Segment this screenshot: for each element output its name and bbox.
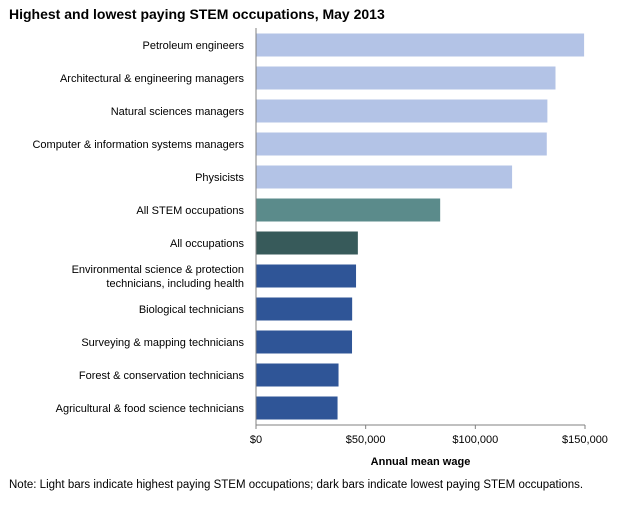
category-label: Natural sciences managers	[111, 106, 245, 118]
category-label: Architectural & engineering managers	[60, 73, 245, 85]
x-tick-label: $0	[250, 434, 262, 446]
category-label: Environmental science & protection techni…	[72, 264, 244, 290]
category-label: Surveying & mapping technicians	[81, 337, 244, 349]
category-label: Forest & conservation technicians	[79, 370, 245, 382]
chart-title: Highest and lowest paying STEM occupatio…	[9, 6, 385, 22]
bar	[256, 264, 357, 288]
category-label: All STEM occupations	[136, 205, 244, 217]
bar	[256, 132, 547, 156]
bar	[256, 297, 353, 321]
x-tick-label: $100,000	[452, 434, 498, 446]
bar	[256, 231, 358, 255]
bar	[256, 33, 585, 57]
bar	[256, 198, 441, 222]
bar	[256, 363, 339, 387]
chart-note: Note: Light bars indicate highest paying…	[9, 479, 584, 491]
bar	[256, 330, 353, 354]
bar-chart: Petroleum engineers Architectural & engin…	[32, 28, 608, 468]
category-label: Petroleum engineers	[142, 40, 244, 52]
bar	[256, 99, 548, 123]
bar	[256, 165, 513, 189]
category-label: Agricultural & food science technicians	[56, 403, 245, 415]
category-label: Physicists	[195, 172, 244, 184]
category-label: All occupations	[170, 238, 244, 250]
x-axis-label: Annual mean wage	[371, 456, 471, 468]
x-tick-label: $150,000	[562, 434, 608, 446]
category-label: Computer & information systems managers	[32, 139, 244, 151]
bar	[256, 66, 556, 90]
bar	[256, 396, 338, 420]
x-tick-label: $50,000	[346, 434, 386, 446]
category-label: Biological technicians	[139, 304, 245, 316]
